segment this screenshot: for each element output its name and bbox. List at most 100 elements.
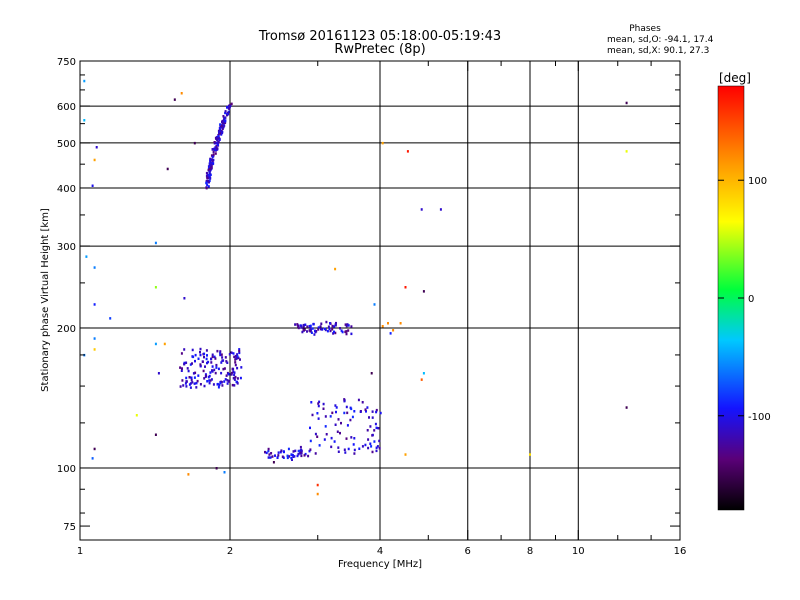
data-point: [321, 328, 324, 331]
data-point: [339, 431, 341, 435]
data-point: [135, 414, 138, 417]
data-point: [291, 458, 293, 461]
data-point: [173, 98, 176, 101]
data-point: [277, 451, 280, 454]
colorbar: [deg] -100 0 100: [717, 71, 771, 511]
data-point: [216, 139, 219, 142]
data-point: [217, 386, 220, 389]
data-point: [205, 171, 208, 175]
y-tick-label: 750: [57, 57, 76, 68]
data-point: [358, 447, 361, 450]
data-point: [319, 325, 322, 328]
data-point: [267, 449, 270, 453]
x-axis-label: Frequency [MHz]: [338, 559, 422, 570]
data-point: [210, 357, 212, 361]
data-point: [317, 417, 320, 420]
data-point: [85, 255, 88, 258]
data-point: [223, 117, 226, 120]
data-point: [224, 356, 227, 359]
data-point: [181, 379, 184, 382]
data-point: [327, 325, 330, 328]
data-point: [154, 286, 157, 289]
data-point: [233, 384, 236, 387]
data-point: [274, 454, 276, 457]
data-point: [204, 373, 207, 376]
data-point: [328, 327, 331, 330]
data-point: [199, 353, 202, 357]
data-point: [91, 184, 94, 187]
data-point: [219, 351, 222, 355]
data-point: [625, 101, 628, 105]
data-point: [218, 130, 220, 134]
data-point: [291, 453, 294, 457]
data-point: [294, 323, 297, 326]
data-point: [229, 105, 231, 108]
data-point: [314, 452, 317, 455]
data-point: [343, 448, 346, 451]
data-point: [306, 325, 309, 328]
data-point: [303, 454, 306, 457]
data-point: [317, 404, 320, 408]
data-point: [214, 357, 217, 360]
data-point: [187, 369, 190, 373]
data-point: [316, 435, 319, 438]
data-point: [276, 456, 279, 459]
colorbar-tick-label: 0: [748, 294, 754, 305]
data-point: [233, 373, 236, 377]
data-point: [232, 370, 235, 374]
data-point: [346, 424, 349, 427]
data-point: [220, 371, 223, 375]
data-point: [332, 332, 335, 335]
data-point: [331, 411, 334, 415]
data-point: [209, 379, 212, 382]
data-point: [236, 377, 239, 380]
data-point: [376, 445, 379, 448]
data-point: [233, 371, 236, 374]
data-point: [205, 349, 208, 352]
data-point: [329, 329, 332, 333]
data-point: [185, 380, 188, 383]
data-point: [364, 443, 367, 447]
data-point: [215, 142, 218, 145]
colorbar-label: [deg]: [719, 71, 751, 85]
data-point: [367, 446, 370, 450]
data-point: [213, 355, 216, 359]
data-point: [180, 92, 183, 95]
data-point: [221, 130, 224, 134]
data-point: [236, 355, 239, 358]
data-point: [191, 362, 193, 365]
data-point: [346, 411, 349, 415]
data-point: [220, 361, 223, 364]
data-point: [331, 328, 334, 331]
data-point: [211, 355, 214, 359]
data-point: [208, 165, 211, 168]
data-point: [236, 353, 239, 356]
data-point: [369, 425, 372, 428]
x-tick-label: 1: [77, 546, 83, 557]
data-point: [379, 411, 382, 415]
data-point: [345, 324, 348, 328]
data-point: [357, 398, 360, 402]
data-point: [304, 452, 307, 456]
data-point: [377, 427, 380, 430]
data-point: [292, 455, 295, 458]
data-point: [359, 410, 362, 413]
data-point: [93, 266, 96, 269]
data-point: [317, 402, 320, 405]
data-point: [347, 324, 350, 327]
data-point: [237, 356, 240, 360]
data-point: [309, 426, 311, 430]
data-point: [317, 326, 320, 329]
data-point: [212, 383, 215, 386]
colorbar-tick-label: 100: [748, 176, 767, 187]
data-point: [340, 421, 342, 425]
data-point: [230, 371, 233, 375]
data-point: [83, 119, 86, 122]
phase-stats: Phases mean, sd,O: -94.1, 17.4 mean, sd,…: [607, 24, 714, 56]
data-point: [325, 320, 328, 324]
data-point: [314, 432, 317, 436]
data-point: [215, 147, 218, 150]
data-point: [208, 381, 211, 385]
data-point: [349, 418, 352, 422]
data-point: [210, 361, 213, 364]
